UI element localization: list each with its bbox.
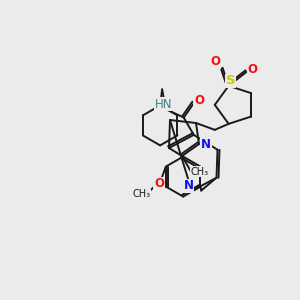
Text: N: N (184, 179, 194, 192)
Text: O: O (248, 63, 258, 76)
Text: CH₃: CH₃ (133, 189, 151, 199)
Text: N: N (201, 137, 211, 151)
Text: O: O (211, 55, 220, 68)
Text: S: S (226, 74, 236, 87)
Text: O: O (194, 94, 204, 107)
Text: HN: HN (155, 98, 172, 111)
Text: O: O (154, 177, 164, 190)
Text: CH₃: CH₃ (191, 167, 209, 177)
